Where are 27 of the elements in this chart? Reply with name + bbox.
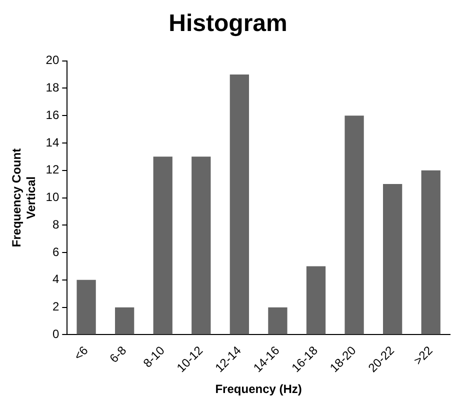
x-tick-label: 6-8 [106, 343, 130, 366]
y-tick-label: 14 [46, 135, 60, 150]
y-tick-label: 16 [46, 108, 60, 122]
y-tick-label: 0 [52, 327, 60, 342]
chart-title: Histogram [168, 10, 288, 38]
y-tick-label: 18 [46, 80, 60, 95]
y-tick-label: 6 [52, 244, 60, 259]
bar [115, 307, 134, 334]
bar [383, 184, 402, 334]
bar [344, 116, 364, 334]
y-tick-label: 8 [52, 217, 60, 232]
bar [230, 74, 250, 334]
y-tick-label: 20 [46, 53, 60, 68]
bar [192, 156, 211, 334]
y-tick-label: 2 [52, 300, 60, 314]
bar [421, 170, 440, 334]
x-axis-title: Frequency (Hz) [215, 382, 302, 396]
x-tick-label: <6 [71, 343, 91, 363]
bar [153, 156, 172, 334]
bar [268, 307, 288, 334]
bar [306, 266, 326, 334]
bar [76, 280, 96, 334]
y-axis-title: Frequency Count Vertical [10, 148, 38, 248]
y-tick-label: 12 [46, 162, 60, 177]
x-tick-label: >22 [411, 343, 436, 368]
y-tick-label: 10 [46, 190, 60, 204]
y-tick-label: 4 [52, 272, 60, 286]
